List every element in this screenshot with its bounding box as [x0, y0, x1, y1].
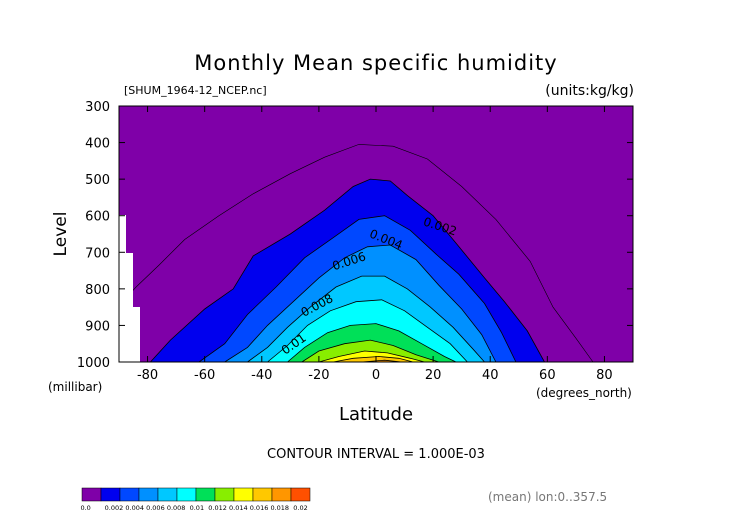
- colorbar-swatch: [138, 487, 159, 502]
- colorbar-swatch: [290, 487, 311, 502]
- colorbar-swatch: [157, 487, 178, 502]
- colorbar-tick-label: 0.008: [167, 504, 186, 512]
- y-tick-label: 300: [85, 100, 110, 115]
- y-tick-label: 800: [85, 283, 110, 298]
- chart-subtitle-left: [SHUM_1964-12_NCEP.nc]: [124, 84, 267, 97]
- colorbar-swatch: [233, 487, 254, 502]
- y-axis: 300 400 500 600 700 800 900 1000: [77, 100, 633, 371]
- x-tick-label: 0: [372, 368, 380, 383]
- colorbar-tick-label: 0.006: [146, 504, 165, 512]
- x-axis-label: Latitude: [339, 404, 413, 425]
- x-tick-label: 40: [482, 368, 499, 383]
- x-tick-label: -20: [308, 368, 329, 383]
- colorbar-tick-label: 0.016: [250, 504, 269, 512]
- x-tick-label: 60: [539, 368, 556, 383]
- contour-line-10: [361, 359, 402, 363]
- colorbar-swatch: [176, 487, 197, 502]
- x-tick-label: -80: [137, 368, 158, 383]
- colorbar-swatch: [271, 487, 292, 502]
- colorbar-swatch: [252, 487, 273, 502]
- colorbar-tick-label: 0.012: [208, 504, 227, 512]
- contour-line-7: [301, 339, 439, 363]
- colorbar-swatch: [81, 487, 102, 502]
- colorbar-tick-label: 0.018: [270, 504, 289, 512]
- y-axis-label: Level: [51, 212, 71, 257]
- contour-line-4: [247, 275, 485, 363]
- contour-line-5: [267, 299, 468, 363]
- y-tick-label: 600: [85, 210, 110, 225]
- contour-line-6: [287, 323, 457, 363]
- y-tick-label: 400: [85, 137, 110, 152]
- x-axis: -80 -60 -40 -20 0 20 40 60 80: [137, 106, 613, 383]
- colorbar-tick-label: 0.014: [229, 504, 248, 512]
- y-axis-unit: (millibar): [48, 380, 102, 394]
- x-tick-label: -60: [194, 368, 215, 383]
- x-axis-unit: (degrees_north): [536, 386, 632, 400]
- colorbar-tick-label: 0.002: [105, 504, 124, 512]
- y-tick-label: 900: [85, 319, 110, 334]
- colorbar-tick-label: 0.01: [190, 504, 204, 512]
- contour-line-8: [318, 350, 425, 363]
- contour-line-3: [224, 244, 497, 363]
- colorbar-swatch: [119, 487, 140, 502]
- colorbar-swatch: [100, 487, 121, 502]
- colorbar-swatch: [195, 487, 216, 502]
- x-tick-label: 20: [425, 368, 442, 383]
- chart-subtitle-right: (units:kg/kg): [545, 83, 634, 99]
- y-tick-label: 1000: [77, 356, 110, 371]
- y-tick-label: 700: [85, 246, 110, 261]
- contour-line-1: [150, 178, 545, 363]
- y-tick-label: 500: [85, 173, 110, 188]
- contour-line-2: [198, 215, 517, 363]
- colorbar-tick-label: 0.02: [293, 504, 307, 512]
- contour-line-0-001: [118, 144, 594, 363]
- contour-lines: [118, 144, 594, 363]
- contour-fills: [150, 179, 545, 362]
- colorbar-tick-label: 0.0: [80, 504, 90, 512]
- contour-line-9: [333, 356, 414, 363]
- colorbar: 0.0 0.002 0.004 0.006 0.008 0.01 0.012 0.014 0.0…: [80, 487, 311, 512]
- contour-interval-text: CONTOUR INTERVAL = 1.000E-03: [267, 447, 485, 462]
- x-tick-label: -40: [251, 368, 272, 383]
- chart-title: Monthly Mean specific humidity: [194, 51, 557, 75]
- footer-right: (mean) lon:0..357.5: [488, 490, 607, 504]
- colorbar-swatch: [214, 487, 235, 502]
- x-tick-label: 80: [596, 368, 613, 383]
- colorbar-tick-label: 0.004: [125, 504, 144, 512]
- contour-fill-7: [301, 340, 439, 362]
